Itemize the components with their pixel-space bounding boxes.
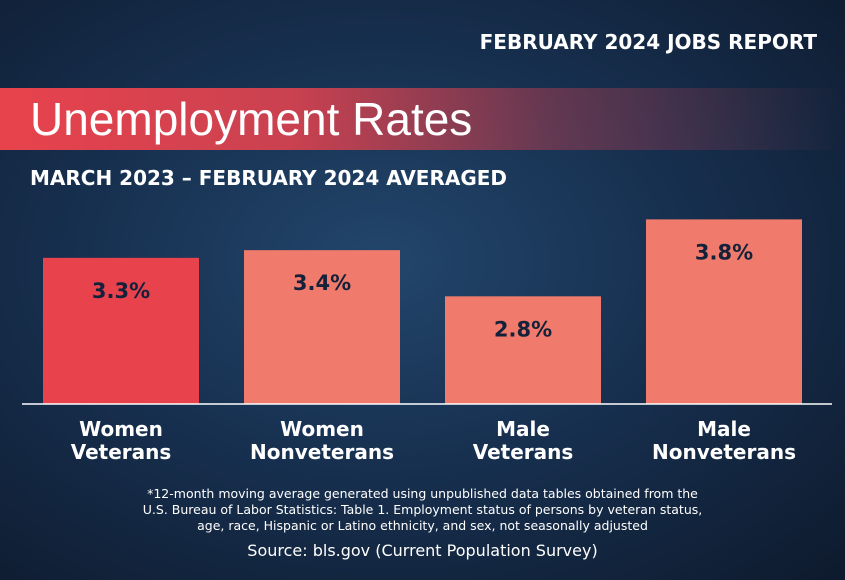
x-tick-label: Male Nonveterans — [652, 417, 796, 464]
bar — [244, 250, 400, 404]
footnote: *12-month moving average generated using… — [0, 486, 845, 534]
value-label: 3.8% — [695, 240, 753, 264]
header: FEBRUARY 2024 JOBS REPORT — [479, 30, 817, 54]
value-label: 3.3% — [92, 279, 150, 303]
footnote-line: *12-month moving average generated using… — [147, 486, 698, 501]
title-banner — [0, 88, 845, 150]
value-label: 2.8% — [494, 317, 552, 341]
bar — [646, 219, 802, 404]
bar — [43, 257, 199, 404]
x-tick-label: Male Veterans — [472, 417, 574, 464]
bar — [445, 296, 601, 404]
footnote-line: age, race, Hispanic or Latino ethnicity,… — [197, 518, 648, 533]
x-tick-label: Women Nonveterans — [250, 417, 394, 464]
footnote-line: U.S. Bureau of Labor Statistics: Table 1… — [142, 502, 703, 517]
chart-title: Unemployment Rates — [30, 93, 473, 145]
x-tick-label: Women Veterans — [70, 417, 172, 464]
source: Source: bls.gov (Current Population Surv… — [247, 541, 598, 560]
value-label: 3.4% — [293, 271, 351, 295]
chart-subtitle: MARCH 2023 – FEBRUARY 2024 AVERAGED — [30, 166, 508, 190]
